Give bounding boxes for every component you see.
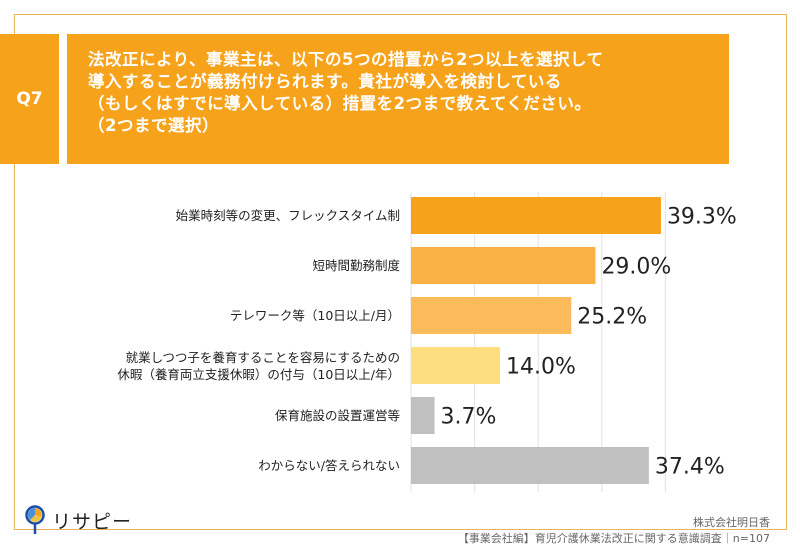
company-name: 株式会社明日香 [693,516,770,529]
question-text: 法改正により、事業主は、以下の5つの措置から2つ以上を選択して 導入することが義… [67,34,729,164]
category-label: 就業しつつ子を養育することを容易にするための 休暇（養育両立支援休暇）の付与（1… [117,349,400,382]
category-label: 保育施設の設置運営等 [274,408,400,423]
bar [411,397,435,434]
category-label: わからない/答えられない [258,458,400,473]
bar [411,347,501,384]
value-label: 37.4% [655,455,725,480]
value-label: 25.2% [577,305,647,330]
value-label: 14.0% [506,355,576,380]
survey-note: 【事業会社編】育児介護休業法改正に関する意識調査｜n=107 [457,532,770,545]
bar [411,247,596,284]
magnifier-pie-icon [25,505,45,534]
value-label: 39.3% [667,205,737,230]
value-label: 29.0% [601,255,671,280]
value-label: 3.7% [441,405,497,430]
category-label: 短時間勤務制度 [312,258,400,273]
bar [411,297,572,334]
bar [411,197,661,234]
bar [411,447,649,484]
logo-text: リサピー [52,510,133,533]
question-number: Q7 [0,34,59,164]
category-label: テレワーク等（10日以上/月） [229,308,400,323]
category-label: 始業時刻等の変更、フレックスタイム制 [175,208,400,223]
logo: リサピー [24,505,132,535]
chart-frame [14,14,787,530]
